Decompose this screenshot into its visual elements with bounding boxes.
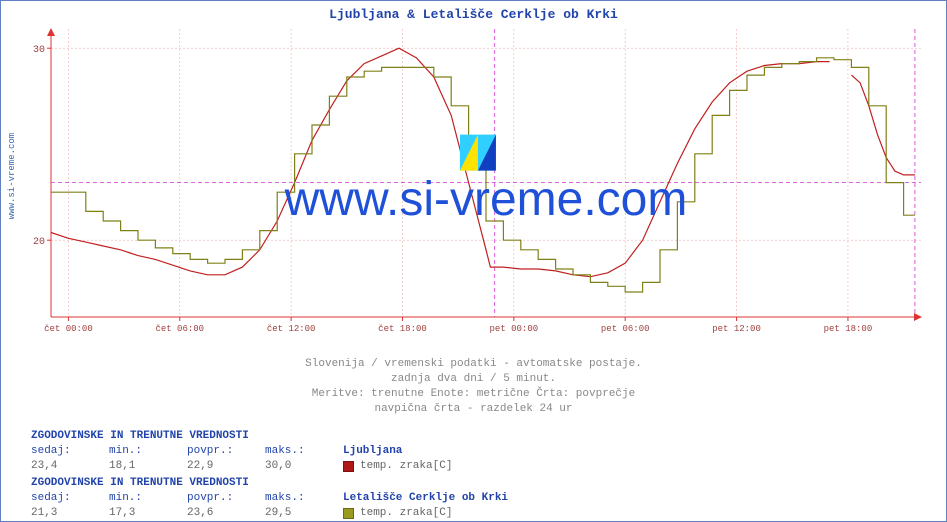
chart-caption: Slovenija / vremenski podatki - avtomats… [1, 357, 946, 416]
outer-ylabel-text: www.si-vreme.com [7, 133, 17, 219]
svg-text:pet 18:00: pet 18:00 [824, 324, 873, 334]
chart-title: Ljubljana & Letališče Cerklje ob Krki [1, 7, 946, 22]
plot-area: 2030čet 00:00čet 06:00čet 12:00čet 18:00… [51, 29, 921, 339]
series-name: Ljubljana [343, 444, 402, 459]
outer-ylabel: www.si-vreme.com [3, 1, 21, 351]
label-avg: povpr.: [187, 491, 265, 506]
stats-labels-row: sedaj: min.: povpr.: maks.: Letališče Ce… [31, 491, 508, 506]
value-min: 17,3 [109, 506, 187, 521]
series-metric: temp. zraka[C] [360, 506, 452, 521]
label-now: sedaj: [31, 444, 109, 459]
svg-text:20: 20 [33, 237, 45, 248]
stats-block-ljubljana: ZGODOVINSKE IN TRENUTNE VREDNOSTI sedaj:… [31, 429, 452, 474]
value-max: 30,0 [265, 459, 343, 474]
svg-text:čet 00:00: čet 00:00 [44, 324, 93, 334]
swatch-ljubljana [343, 461, 354, 472]
svg-text:čet 12:00: čet 12:00 [267, 324, 316, 334]
value-avg: 22,9 [187, 459, 265, 474]
svg-text:www.si-vreme.com: www.si-vreme.com [284, 173, 688, 226]
svg-text:pet 06:00: pet 06:00 [601, 324, 650, 334]
label-now: sedaj: [31, 491, 109, 506]
label-max: maks.: [265, 444, 343, 459]
label-avg: povpr.: [187, 444, 265, 459]
value-max: 29,5 [265, 506, 343, 521]
stats-block-cerklje: ZGODOVINSKE IN TRENUTNE VREDNOSTI sedaj:… [31, 476, 508, 521]
value-avg: 23,6 [187, 506, 265, 521]
label-min: min.: [109, 491, 187, 506]
caption-line-2: zadnja dva dni / 5 minut. [1, 372, 946, 387]
stats-values-row: 21,3 17,3 23,6 29,5 temp. zraka[C] [31, 506, 508, 521]
caption-line-3: Meritve: trenutne Enote: metrične Črta: … [1, 387, 946, 402]
series-metric: temp. zraka[C] [360, 459, 452, 474]
caption-line-1: Slovenija / vremenski podatki - avtomats… [1, 357, 946, 372]
stats-labels-row: sedaj: min.: povpr.: maks.: Ljubljana [31, 444, 452, 459]
svg-text:čet 06:00: čet 06:00 [155, 324, 204, 334]
svg-text:pet 00:00: pet 00:00 [490, 324, 539, 334]
svg-text:30: 30 [33, 45, 45, 56]
swatch-cerklje [343, 508, 354, 519]
stats-heading: ZGODOVINSKE IN TRENUTNE VREDNOSTI [31, 429, 452, 444]
label-min: min.: [109, 444, 187, 459]
label-max: maks.: [265, 491, 343, 506]
value-min: 18,1 [109, 459, 187, 474]
series-name: Letališče Cerklje ob Krki [343, 491, 508, 506]
svg-text:čet 18:00: čet 18:00 [378, 324, 427, 334]
value-now: 23,4 [31, 459, 109, 474]
svg-text:pet 12:00: pet 12:00 [712, 324, 761, 334]
caption-line-4: navpična črta - razdelek 24 ur [1, 402, 946, 417]
stats-values-row: 23,4 18,1 22,9 30,0 temp. zraka[C] [31, 459, 452, 474]
value-now: 21,3 [31, 506, 109, 521]
chart-frame: www.si-vreme.com Ljubljana & Letališče C… [0, 0, 947, 522]
stats-heading: ZGODOVINSKE IN TRENUTNE VREDNOSTI [31, 476, 508, 491]
